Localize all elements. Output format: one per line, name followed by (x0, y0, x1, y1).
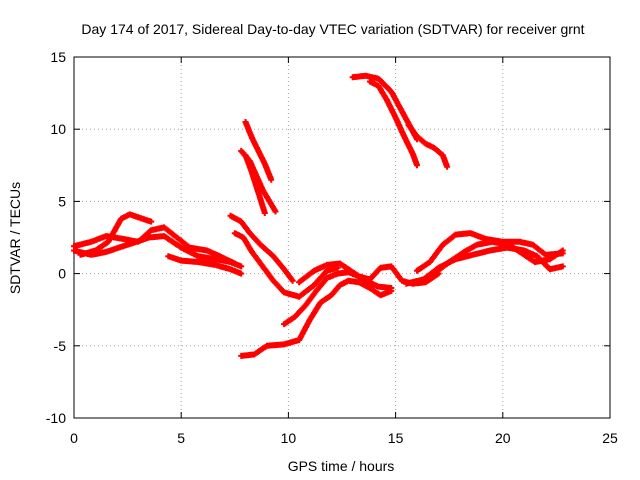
plot-frame (73, 56, 611, 419)
series-arc-l (296, 260, 395, 291)
series-markers (77, 211, 155, 258)
y-tick-label: -5 (54, 338, 67, 354)
series-arc-q (366, 78, 420, 169)
data-series (71, 72, 566, 359)
x-axis-title: GPS time / hours (288, 458, 395, 474)
series-arc-i (242, 152, 268, 216)
series-markers (238, 277, 395, 359)
series-markers (349, 72, 420, 143)
ticks: 0 5 10 15 20 25 -10 -5 0 5 10 15 (46, 49, 618, 446)
series-markers (242, 119, 275, 183)
series-markers (231, 230, 341, 300)
series-arc-c (77, 211, 155, 258)
x-tick-label: 25 (602, 430, 618, 446)
series-arc-e (227, 212, 296, 284)
series-markers (431, 238, 566, 277)
x-tick-label: 20 (495, 430, 511, 446)
series-arc-f (231, 230, 341, 300)
x-tick-label: 10 (281, 430, 297, 446)
series-markers (405, 121, 451, 170)
series-arc-g (242, 119, 275, 183)
series-markers (242, 152, 268, 216)
series-arc-p (349, 72, 420, 143)
series-arc-d (165, 253, 245, 277)
series-arc-j (238, 277, 395, 359)
y-tick-label: 10 (50, 121, 66, 137)
x-tick-label: 5 (177, 430, 185, 446)
series-arc-r (405, 121, 451, 170)
series-arc-o (431, 238, 566, 277)
series-markers (296, 260, 395, 291)
x-tick-label: 15 (388, 430, 404, 446)
y-tick-label: 15 (50, 49, 66, 65)
chart-title: Day 174 of 2017, Sidereal Day-to-day VTE… (81, 21, 584, 37)
x-tick-label: 0 (70, 430, 78, 446)
y-axis-title: SDTVAR / TECUs (7, 182, 23, 294)
y-tick-label: 5 (58, 193, 66, 209)
series-markers (227, 212, 296, 284)
series-markers (366, 78, 420, 169)
series-markers (165, 253, 245, 277)
y-tick-label: 0 (58, 266, 66, 282)
y-tick-label: -10 (46, 410, 66, 426)
